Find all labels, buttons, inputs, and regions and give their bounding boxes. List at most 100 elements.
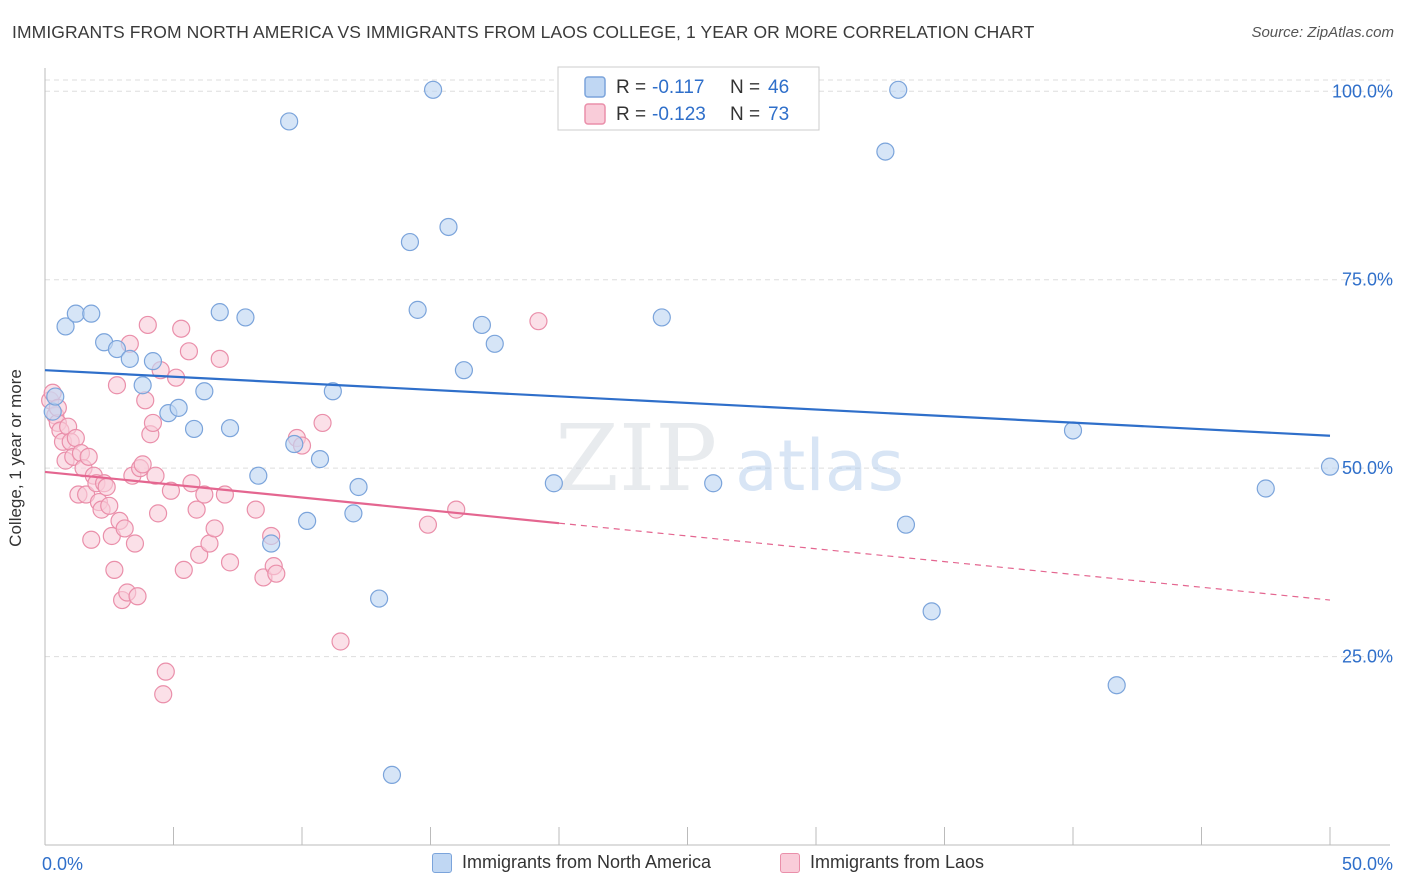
laos-point-49: [174, 560, 193, 580]
laos-point-68: [331, 632, 350, 651]
laos-point-64: [267, 564, 286, 583]
north-america-point-33: [472, 315, 491, 335]
north-america-point-17: [249, 466, 268, 485]
laos-point-56: [205, 519, 224, 538]
north-america-point-6: [107, 339, 127, 359]
north-america-point-18: [262, 534, 281, 553]
laos-point-33: [125, 534, 145, 553]
laos-point-42: [148, 504, 168, 523]
laos-point-52: [187, 500, 206, 519]
north-america-point-43: [1107, 676, 1126, 695]
laos-point-22: [97, 477, 116, 497]
north-america-point-16: [236, 308, 255, 327]
north-america-point-35: [544, 474, 563, 493]
stats-n-label-pink: N =: [730, 104, 760, 125]
legend-label-laos: Immigrants from Laos: [810, 852, 985, 872]
laos-point-10: [66, 428, 85, 448]
axes: [44, 68, 1390, 846]
north-america-trend-line: [44, 369, 1331, 437]
north-america-points: [43, 80, 1340, 785]
tick-labels: 25.0% 50.0% 75.0% 100.0% 0.0% 50.0%: [42, 81, 1393, 874]
gridlines: [45, 79, 1390, 658]
laos-point-71: [529, 312, 548, 331]
x-tick-label-max: 50.0%: [1342, 854, 1393, 874]
laos-point-34: [128, 587, 147, 606]
north-america-point-21: [298, 511, 317, 531]
laos-point-70: [447, 500, 466, 519]
source-credit: Source: ZipAtlas.com: [1251, 24, 1394, 41]
legend-item-north-america[interactable]: Immigrants from North America: [432, 852, 711, 873]
north-america-point-12: [184, 419, 204, 439]
north-america-point-9: [143, 352, 163, 371]
y-tick-label-50: 50.0%: [1342, 458, 1393, 478]
laos-point-67: [313, 413, 332, 433]
y-axis-label: College, 1 year or more: [6, 369, 25, 547]
stats-legend-swatch-pink: [584, 103, 606, 125]
legend-item-laos[interactable]: Immigrants from Laos: [780, 852, 984, 873]
chart-title: IMMIGRANTS FROM NORTH AMERICA VS IMMIGRA…: [12, 22, 1035, 42]
north-america-point-36: [652, 308, 671, 327]
stats-n-value-blue: 46: [768, 77, 789, 98]
north-america-point-4: [82, 304, 101, 323]
stats-legend: R = -0.117 N = 46 R = -0.123 N = 73: [557, 66, 820, 131]
y-tick-label-75: 75.0%: [1342, 270, 1393, 290]
laos-point-57: [210, 349, 229, 368]
north-america-point-0: [43, 402, 62, 421]
laos-point-50: [179, 342, 199, 361]
laos-point-26: [107, 376, 127, 395]
laos-point-48: [172, 319, 191, 338]
laos-trend-line-dashed: [558, 522, 1331, 601]
north-america-point-2: [56, 317, 75, 336]
north-america-point-28: [400, 232, 420, 252]
north-america-point-29: [408, 300, 427, 319]
stats-n-label-blue: N =: [730, 77, 760, 98]
y-tick-label-25: 25.0%: [1342, 647, 1393, 667]
laos-points: [41, 312, 548, 704]
north-america-point-38: [876, 142, 895, 161]
stats-r-label-blue: R =: [616, 77, 646, 98]
laos-point-36: [133, 455, 152, 474]
north-america-point-13: [195, 382, 214, 401]
watermark-atlas: atlas: [735, 425, 904, 507]
north-america-point-22: [310, 450, 330, 469]
watermark-zip: ZIP: [555, 405, 717, 512]
laos-point-41: [146, 466, 165, 485]
laos-point-55: [200, 534, 219, 553]
north-america-point-7: [120, 349, 139, 368]
north-america-point-45: [1320, 457, 1340, 476]
stats-r-label-pink: R =: [616, 104, 646, 125]
laos-point-15: [79, 447, 98, 466]
north-america-point-3: [66, 304, 85, 323]
laos-point-29: [115, 519, 134, 538]
laos-point-44: [154, 685, 173, 704]
north-america-point-25: [349, 477, 368, 497]
laos-point-46: [161, 481, 181, 500]
laos-point-59: [220, 553, 240, 572]
laos-point-38: [138, 315, 157, 335]
y-tick-label-100: 100.0%: [1332, 81, 1393, 101]
stats-legend-swatch-blue: [584, 76, 606, 98]
laos-point-37: [136, 391, 155, 410]
north-america-point-8: [133, 376, 152, 395]
north-america-point-42: [1063, 421, 1083, 440]
north-america-point-20: [285, 434, 304, 454]
north-america-point-1: [46, 387, 65, 406]
stats-n-value-pink: 73: [768, 104, 789, 125]
axis-ticks: [44, 827, 1331, 845]
laos-point-69: [418, 515, 438, 534]
north-america-point-34: [485, 334, 504, 353]
north-america-point-24: [344, 504, 363, 523]
north-america-point-40: [896, 515, 916, 534]
north-america-point-32: [454, 361, 474, 380]
north-america-point-44: [1256, 479, 1275, 498]
north-america-point-23: [323, 382, 342, 401]
laos-point-45: [156, 662, 175, 681]
laos-point-60: [246, 500, 265, 519]
legend-label-north-america: Immigrants from North America: [462, 852, 712, 872]
laos-point-23: [100, 496, 119, 515]
legend-swatch-laos: [780, 852, 800, 873]
north-america-point-15: [220, 419, 240, 438]
watermark: ZIP atlas: [555, 405, 904, 512]
laos-point-54: [195, 485, 214, 504]
